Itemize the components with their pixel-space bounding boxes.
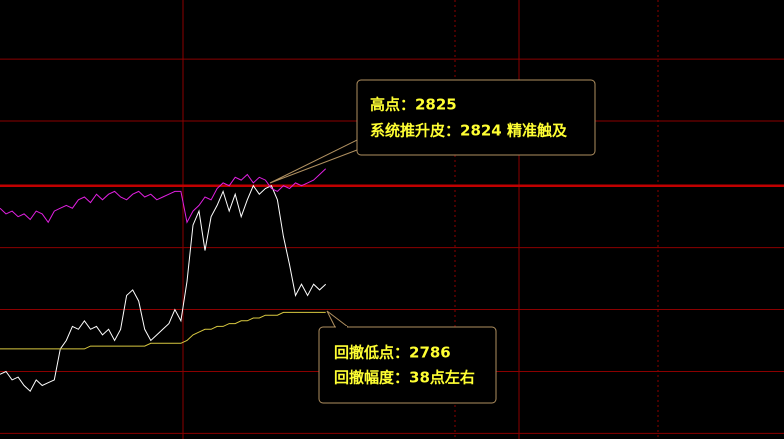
- callout-low: 回撤低点：2786 回撤幅度：38点左右: [318, 310, 497, 404]
- callout-box: [356, 79, 596, 156]
- series-line: [0, 168, 327, 224]
- callout-text: 高点：2825: [370, 96, 457, 114]
- callout-box: [318, 326, 497, 404]
- callout-text: 回撤幅度：38点左右: [334, 369, 475, 387]
- callout-text: 系统推升皮：2824 精准触及: [370, 122, 568, 140]
- series-line: [0, 184, 327, 393]
- callout-high: 高点：2825 系统推升皮：2824 精准触及: [269, 79, 596, 184]
- plot: [0, 168, 327, 393]
- series-line: [0, 311, 326, 350]
- callout-text: 回撤低点：2786: [334, 344, 451, 362]
